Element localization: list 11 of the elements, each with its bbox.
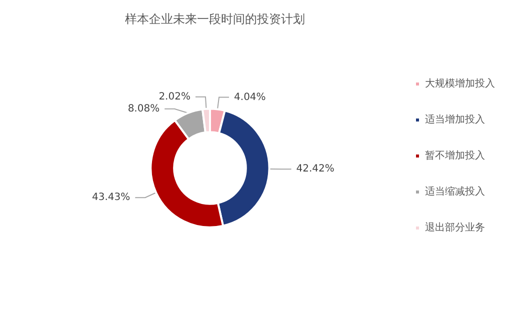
legend-label: 暂不增加投入 [425,150,485,162]
legend-label: 适当增加投入 [425,114,485,126]
data-label: 42.42% [296,164,334,175]
chart-title: 样本企业未来一段时间的投资计划 [125,12,305,26]
legend-label: 适当缩减投入 [425,186,485,198]
legend-label: 大规模增加投入 [425,78,495,90]
data-label: 8.08% [128,103,160,114]
data-label: 43.43% [92,192,130,204]
legend-label: 退出部分业务 [425,222,485,234]
data-label: 2.02% [158,91,190,102]
data-label: 4.04% [234,92,266,103]
